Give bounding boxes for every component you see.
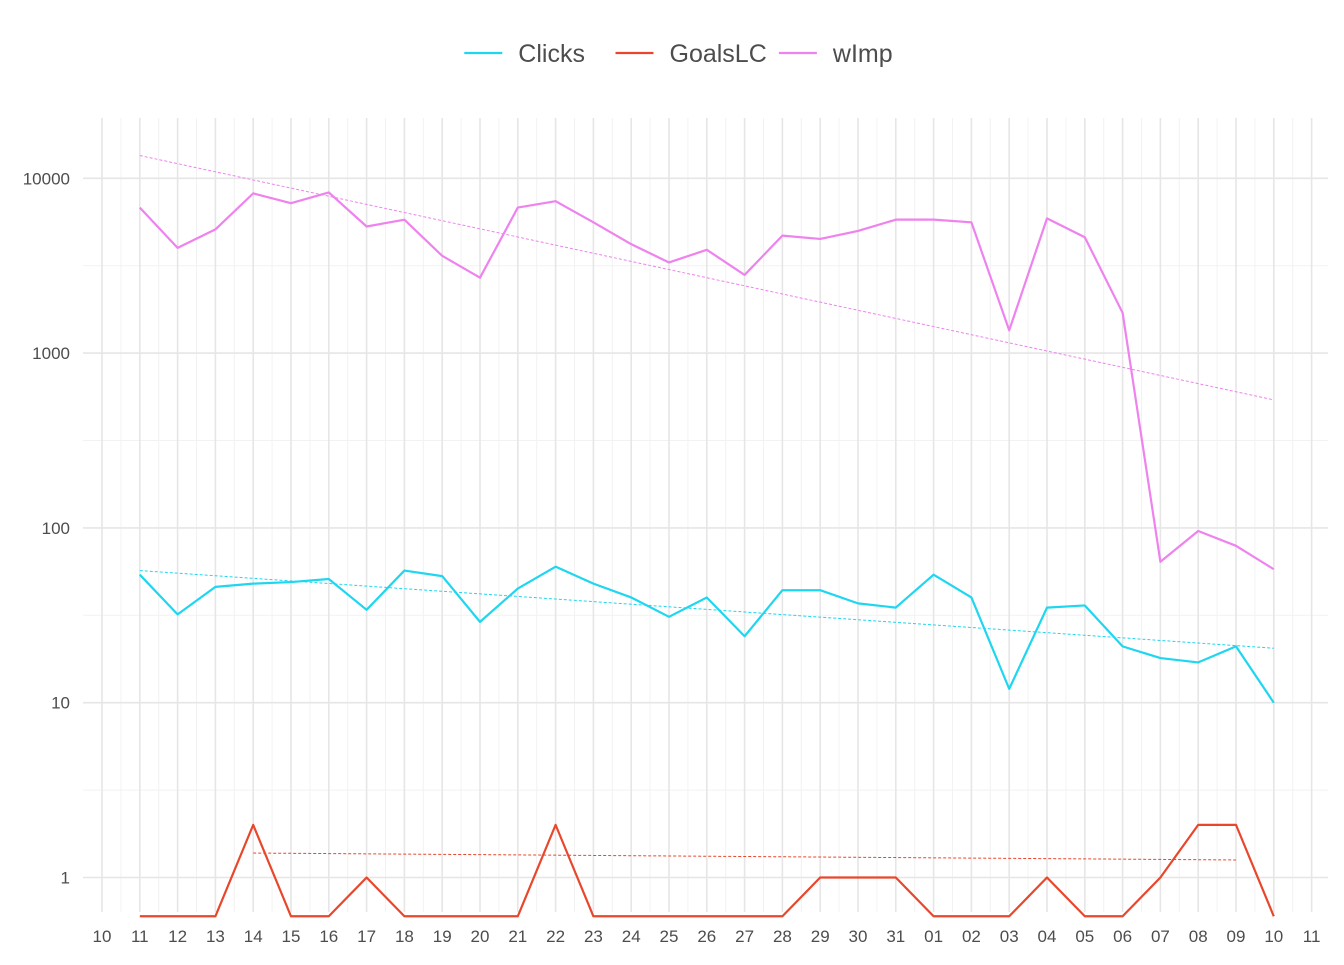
- x-tick-label: 30: [849, 927, 868, 946]
- y-axis-ticks: 1 10 100 1000 10000: [23, 169, 70, 887]
- wimp-trend-line: [139, 155, 1274, 401]
- x-tick-label: 23: [584, 927, 603, 946]
- y-tick-label: 1000: [32, 344, 70, 363]
- wimp-line: [138, 191, 1275, 571]
- x-tick-label: 02: [962, 927, 981, 946]
- x-tick-label: 13: [206, 927, 225, 946]
- legend-label-wimp: wImp: [832, 40, 893, 68]
- x-tick-label: 06: [1113, 927, 1132, 946]
- x-tick-label: 14: [244, 927, 263, 946]
- x-tick-label: 09: [1227, 927, 1246, 946]
- y-tick-label: 100: [42, 519, 70, 538]
- x-tick-label: 29: [811, 927, 830, 946]
- x-tick-label: 10: [93, 927, 112, 946]
- clicks-trend-line: [139, 570, 1274, 649]
- x-tick-label: 10: [1264, 927, 1283, 946]
- x-tick-label: 03: [1000, 927, 1019, 946]
- x-axis-ticks: 10 11 12 13 14 15 16 17 18 19 20 21 22 23 24 25 26 27 28 29…: [93, 927, 1321, 946]
- x-tick-label: 15: [282, 927, 301, 946]
- trend-lines: [139, 155, 1274, 861]
- goalslc-line: [139, 823, 1275, 918]
- x-tick-label: 11: [1303, 927, 1321, 946]
- x-tick-label: 22: [546, 927, 565, 946]
- x-tick-label: 26: [697, 927, 716, 946]
- clicks-line: [139, 565, 1275, 704]
- x-tick-label: 16: [319, 927, 338, 946]
- x-tick-label: 19: [433, 927, 452, 946]
- x-tick-label: 20: [471, 927, 490, 946]
- x-tick-label: 24: [622, 927, 641, 946]
- x-tick-label: 01: [924, 927, 943, 946]
- legend: Clicks GoalsLC wImp: [464, 40, 893, 68]
- x-tick-label: 31: [886, 927, 905, 946]
- x-tick-label: 04: [1038, 927, 1057, 946]
- x-tick-label: 21: [508, 927, 527, 946]
- x-tick-label: 11: [131, 927, 149, 946]
- y-tick-label: 10000: [23, 169, 70, 188]
- x-tick-label: 05: [1075, 927, 1094, 946]
- x-tick-label: 07: [1151, 927, 1170, 946]
- y-tick-label: 10: [51, 694, 70, 713]
- x-tick-label: 08: [1189, 927, 1208, 946]
- x-tick-label: 12: [168, 927, 187, 946]
- x-tick-label: 18: [395, 927, 414, 946]
- goalslc-trend-line: [253, 852, 1237, 861]
- x-tick-label: 27: [735, 927, 754, 946]
- legend-label-goalslc: GoalsLC: [670, 40, 767, 68]
- y-tick-label: 1: [61, 869, 70, 888]
- grid: [83, 118, 1328, 912]
- legend-label-clicks: Clicks: [518, 40, 585, 68]
- x-tick-label: 25: [660, 927, 679, 946]
- x-tick-label: 28: [773, 927, 792, 946]
- series-lines: [138, 191, 1275, 918]
- x-tick-label: 17: [357, 927, 376, 946]
